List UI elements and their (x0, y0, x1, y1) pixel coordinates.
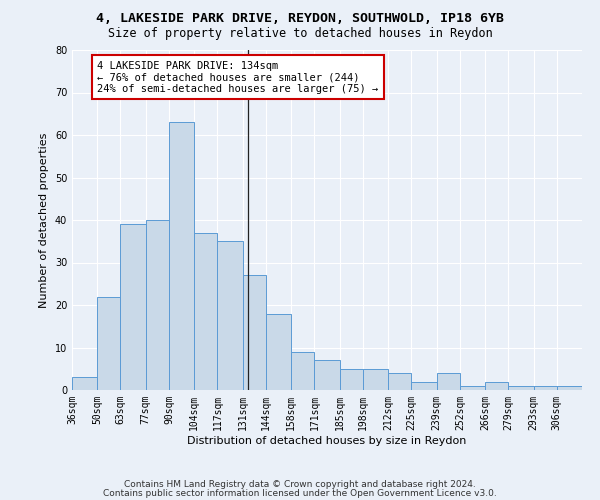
Bar (291, 352, 314, 390)
X-axis label: Distribution of detached houses by size in Reydon: Distribution of detached houses by size … (187, 436, 467, 446)
Bar (460, 386, 485, 390)
Bar (169, 122, 194, 390)
Text: Contains HM Land Registry data © Crown copyright and database right 2024.: Contains HM Land Registry data © Crown c… (124, 480, 476, 489)
Text: 4 LAKESIDE PARK DRIVE: 134sqm
← 76% of detached houses are smaller (244)
24% of : 4 LAKESIDE PARK DRIVE: 134sqm ← 76% of d… (97, 60, 379, 94)
Bar (363, 369, 388, 390)
Bar (388, 373, 412, 390)
Bar (121, 224, 146, 390)
Bar (266, 314, 291, 390)
Bar (437, 373, 460, 390)
Bar (508, 386, 533, 390)
Bar (217, 242, 242, 390)
Bar (72, 378, 97, 390)
Bar (242, 275, 266, 390)
Bar (533, 386, 557, 390)
Bar (97, 296, 121, 390)
Bar (146, 220, 169, 390)
Bar (340, 369, 363, 390)
Bar (412, 382, 437, 390)
Bar (485, 382, 508, 390)
Text: Size of property relative to detached houses in Reydon: Size of property relative to detached ho… (107, 28, 493, 40)
Bar (557, 386, 582, 390)
Text: 4, LAKESIDE PARK DRIVE, REYDON, SOUTHWOLD, IP18 6YB: 4, LAKESIDE PARK DRIVE, REYDON, SOUTHWOL… (96, 12, 504, 26)
Text: Contains public sector information licensed under the Open Government Licence v3: Contains public sector information licen… (103, 488, 497, 498)
Y-axis label: Number of detached properties: Number of detached properties (39, 132, 49, 308)
Bar (314, 360, 340, 390)
Bar (194, 233, 217, 390)
